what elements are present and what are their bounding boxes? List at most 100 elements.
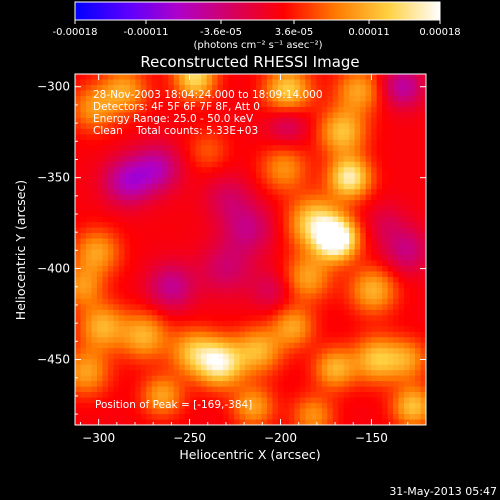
heatmap-cell (398, 397, 405, 404)
heatmap-cell (157, 205, 164, 212)
heatmap-cell (239, 117, 246, 124)
heatmap-cell (124, 309, 131, 316)
heatmap-cell (228, 123, 235, 130)
heatmap-cell (80, 227, 87, 234)
heatmap-cell (250, 337, 257, 344)
heatmap-cell (80, 271, 87, 278)
heatmap-cell (354, 150, 361, 157)
heatmap-cell (129, 375, 136, 382)
heatmap-cell (365, 90, 372, 97)
heatmap-cell (261, 183, 268, 190)
heatmap-cell (135, 408, 142, 415)
heatmap-cell (245, 287, 252, 294)
heatmap-cell (420, 79, 426, 86)
heatmap-cell (201, 123, 208, 130)
heatmap-cell (91, 123, 98, 130)
heatmap-cell (228, 74, 235, 81)
heatmap-cell (85, 254, 93, 262)
heatmap-cell (118, 337, 125, 344)
heatmap-cell (157, 254, 164, 262)
heatmap-cell (135, 309, 142, 316)
heatmap-cell (102, 315, 109, 322)
heatmap-cell (310, 238, 317, 245)
heatmap-cell (157, 128, 164, 135)
heatmap-cell (387, 156, 394, 163)
heatmap-cell (349, 381, 356, 388)
heatmap-cell (266, 128, 274, 135)
heatmap-cell (310, 90, 317, 97)
heatmap-cell (332, 178, 339, 185)
heatmap-cell (415, 249, 422, 256)
heatmap-cell (85, 101, 93, 108)
heatmap-cell (102, 145, 109, 152)
heatmap-cell (382, 178, 389, 185)
heatmap-cell (151, 189, 158, 196)
heatmap-cell (349, 84, 356, 92)
heatmap-cell (107, 244, 114, 251)
heatmap-cell (272, 238, 279, 245)
heatmap-cell (151, 392, 158, 399)
heatmap-cell (96, 337, 104, 344)
heatmap-cell (162, 79, 169, 86)
heatmap-cell (404, 101, 411, 108)
heatmap-cell (223, 183, 230, 190)
heatmap-cell (96, 95, 104, 103)
heatmap-cell (223, 222, 230, 229)
heatmap-cell (140, 370, 147, 377)
heatmap-cell (277, 370, 284, 377)
heatmap-cell (245, 298, 252, 305)
heatmap-cell (212, 287, 219, 294)
heatmap-cell (266, 178, 274, 185)
heatmap-cell (124, 386, 131, 393)
heatmap-cell (305, 161, 312, 168)
heatmap-cell (217, 326, 224, 333)
heatmap-cell (283, 309, 290, 316)
heatmap-cell (217, 167, 224, 174)
heatmap-cell (332, 254, 339, 262)
heatmap-cell (382, 381, 389, 388)
heatmap-cell (360, 90, 367, 97)
heatmap-cell (228, 331, 235, 338)
heatmap-cell (124, 320, 131, 327)
heatmap-cell (245, 276, 252, 283)
heatmap-cell (393, 276, 400, 283)
heatmap-cell (179, 106, 186, 113)
heatmap-cell (75, 364, 82, 371)
heatmap-cell (365, 326, 372, 333)
heatmap-cell (195, 238, 202, 245)
heatmap-cell (151, 403, 158, 410)
heatmap-cell (129, 419, 136, 425)
heatmap-cell (294, 265, 301, 273)
heatmap-cell (124, 145, 131, 152)
heatmap-cell (376, 298, 383, 305)
heatmap-cell (135, 282, 142, 289)
heatmap-cell (102, 265, 109, 273)
heatmap-cell (277, 238, 284, 245)
heatmap-cell (96, 419, 104, 425)
heatmap-cell (118, 249, 125, 256)
heatmap-cell (404, 238, 411, 245)
heatmap-cell (217, 293, 224, 300)
heatmap-cell (415, 392, 422, 399)
heatmap-cell (349, 386, 356, 393)
heatmap-cell (382, 353, 389, 360)
heatmap-cell (294, 254, 301, 262)
heatmap-cell (146, 287, 153, 294)
heatmap-cell (321, 194, 328, 201)
heatmap-cell (168, 397, 175, 404)
heatmap-cell (206, 293, 213, 300)
heatmap-cell (85, 315, 93, 322)
heatmap-cell (228, 200, 235, 207)
heatmap-cell (415, 293, 422, 300)
heatmap-cell (113, 282, 120, 289)
heatmap-cell (277, 150, 284, 157)
heatmap-cell (80, 183, 87, 190)
heatmap-cell (360, 101, 367, 108)
heatmap-cell (113, 134, 120, 141)
heatmap-cell (96, 386, 104, 393)
heatmap-cell (266, 123, 274, 130)
heatmap-cell (129, 309, 136, 316)
heatmap-cell (398, 117, 405, 124)
heatmap-cell (113, 84, 120, 92)
heatmap-cell (371, 200, 378, 207)
